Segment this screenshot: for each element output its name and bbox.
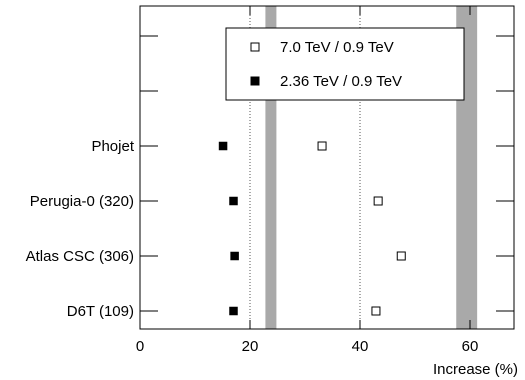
open-square-point bbox=[396, 251, 406, 261]
axis-ticks: 0 20 40 60 D6T (109) Atlas CSC (306) Perugia-0… bbox=[26, 6, 514, 355]
x-tick-label-40: 40 bbox=[352, 338, 369, 355]
category-label: Atlas CSC (306) bbox=[26, 248, 134, 265]
category-label: Phojet bbox=[91, 138, 134, 155]
shaded-band-1 bbox=[265, 6, 277, 329]
data-points bbox=[218, 141, 406, 316]
x-tick-label-60: 60 bbox=[462, 338, 479, 355]
category-label: D6T (109) bbox=[67, 303, 134, 320]
legend-box bbox=[225, 27, 465, 101]
plot-frame bbox=[139, 5, 515, 330]
x-axis-title: Increase (%) bbox=[433, 361, 518, 378]
filled-square-point bbox=[230, 251, 239, 261]
filled-square-point bbox=[218, 141, 228, 151]
x-tick-label-0: 0 bbox=[136, 338, 144, 355]
legend-label-2: 2.36 TeV / 0.9 TeV bbox=[280, 73, 402, 90]
open-square-point bbox=[371, 306, 381, 316]
filled-square-point bbox=[229, 306, 238, 316]
legend-marker-1 bbox=[250, 42, 260, 52]
category-label: Perugia-0 (320) bbox=[30, 193, 134, 210]
legend-marker-2 bbox=[250, 76, 260, 86]
open-square-point bbox=[373, 196, 383, 206]
legend: 7.0 TeV / 0.9 TeV 2.36 TeV / 0.9 TeV bbox=[225, 27, 465, 101]
filled-square-point bbox=[229, 196, 238, 206]
open-square-point bbox=[317, 141, 327, 151]
x-tick-label-20: 20 bbox=[242, 338, 259, 355]
legend-label-1: 7.0 TeV / 0.9 TeV bbox=[280, 39, 394, 56]
